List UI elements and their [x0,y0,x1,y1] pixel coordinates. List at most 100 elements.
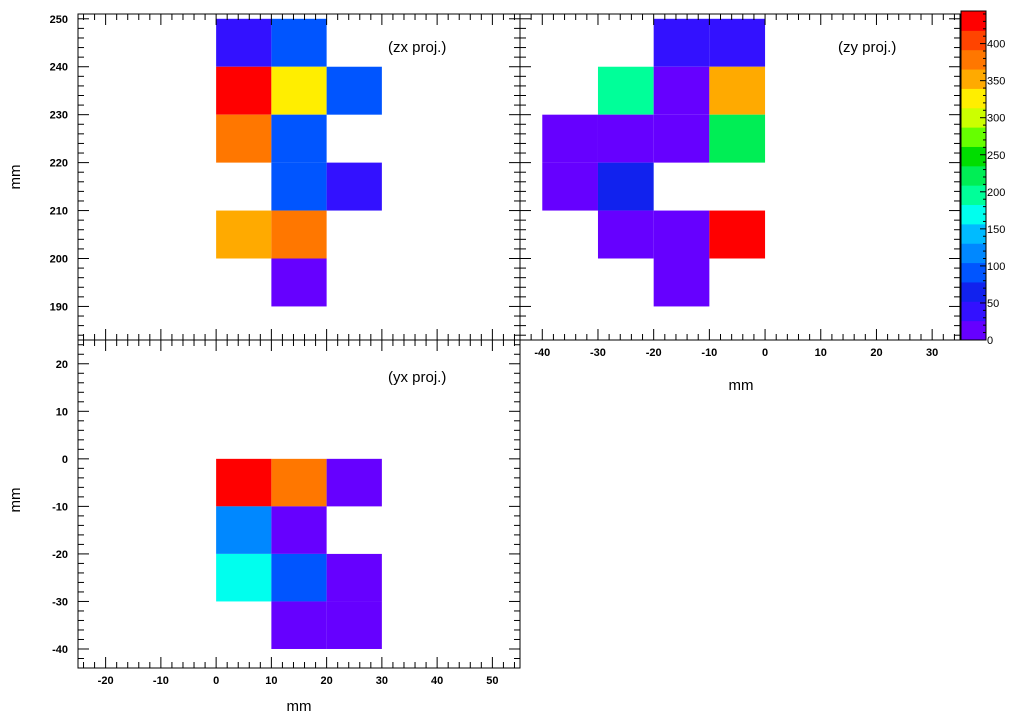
zy-x-axis-title: mm [729,377,754,394]
zy-x-tick-label: -30 [590,347,606,359]
zy-cell [597,162,654,211]
zx-cell [271,18,327,67]
zy-x-tick-label: -40 [534,347,550,359]
zx-y-tick-label: 210 [50,206,68,218]
zy-cell [709,66,766,115]
colorbar-segment [961,30,986,51]
zx-y-tick-label: 230 [50,110,68,122]
zx-y-tick-label: 220 [50,158,68,170]
color-scale-bar: 0 50 100 150 200 250 300 350 400 [960,10,1005,347]
colorbar-segment [961,243,986,264]
yx-y-tick-label: 0 [62,454,68,466]
colorbar-tick-label: 100 [987,261,1005,273]
zx-y-tick-label: 190 [50,301,68,313]
colorbar-segment [961,127,986,147]
zx-cell [271,258,327,307]
zx-cell [216,114,272,163]
zy-cell [597,210,654,259]
yx-cell [216,506,272,554]
yx-x-tick-label: 40 [431,675,443,687]
yx-x-tick-label: 30 [376,675,388,687]
colorbar-tick-label: 250 [987,150,1005,162]
colorbar-segment [961,281,986,302]
yx-x-tick-label: 10 [265,675,277,687]
yx-cell [271,553,327,602]
zy-cell [542,162,598,211]
zx-ticks: 190 200 210 220 230 240 250 [50,14,520,340]
colorbar-segment [961,320,986,341]
zx-cell [271,210,327,259]
yx-cell [271,601,327,649]
colorbar-segment [961,223,986,244]
zx-cell [271,66,327,115]
zy-x-tick-label: 30 [926,347,938,359]
colorbar-tick-label: 400 [987,39,1005,51]
zy-cell [653,18,710,67]
colorbar-segment [961,204,986,225]
yx-cell [216,458,272,507]
colorbar-segment [961,146,986,167]
zx-panel-label: (zx proj.) [388,39,446,56]
yx-x-tick-label: 50 [486,675,498,687]
yx-panel-label: (yx proj.) [388,369,446,386]
zx-cell [326,66,382,115]
colorbar-segment [961,262,986,283]
colorbar-tick-label: 200 [987,187,1005,199]
colorbar-tick-label: 350 [987,76,1005,88]
zy-x-tick-label: -20 [646,347,662,359]
colorbar-tick-label: 150 [987,224,1005,236]
zy-cell [653,66,710,115]
zy-x-tick-label: 10 [815,347,827,359]
zx-y-tick-label: 250 [50,14,68,26]
zy-x-tick-label: 20 [870,347,882,359]
colorbar-segment [961,165,986,186]
zy-projection-panel: -40 -30 -20 -10 0 10 20 30 (zy proj.) mm [519,13,961,394]
yx-x-tick-label: 0 [213,675,219,687]
yx-cell [216,553,272,602]
zx-cell [216,66,272,115]
zx-cell [271,162,327,211]
colorbar-segment [961,185,986,206]
zy-cell [597,66,654,115]
colorbar-segment [961,49,986,70]
zy-cells [542,18,766,307]
yx-cell [271,506,327,554]
yx-x-tick-label: -10 [153,675,169,687]
colorbar-segment [961,11,986,31]
yx-y-tick-label: -20 [52,549,68,561]
zy-cell [709,18,766,67]
yx-ticks: -20 -10 0 10 20 30 40 50 -40 -30 -20 -10 0 10 20 [52,340,520,687]
zy-panel-label: (zy proj.) [838,39,896,56]
colorbar-tick-label: 50 [987,298,999,310]
yx-cells [216,458,382,649]
colorbar-segment [961,301,986,322]
colorbar-tick-label: 300 [987,113,1005,125]
yx-projection-panel: -20 -10 0 10 20 30 40 50 -40 -30 -20 -10 0 10 20 (yx p… [7,339,521,713]
yx-x-tick-label: 20 [321,675,333,687]
zx-projection-panel: 190 200 210 220 230 240 250 (zx proj.) mm [7,13,521,341]
zy-cell [597,114,654,163]
zy-cell [653,210,710,259]
zy-x-tick-label: 0 [762,347,768,359]
zx-y-tick-label: 240 [50,62,68,74]
zx-cell [216,18,272,67]
colorbar-segment [961,88,986,109]
zx-cells [216,18,382,307]
zy-cell [653,114,710,163]
zy-cell [542,114,598,163]
zy-cell [709,210,766,259]
zy-cell [709,114,766,163]
zy-ticks: -40 -30 -20 -10 0 10 20 30 [519,14,960,359]
yx-y-tick-label: -30 [52,596,68,608]
yx-y-tick-label: -40 [52,644,68,656]
yx-x-axis-title: mm [287,698,312,713]
yx-y-tick-label: -10 [52,501,68,513]
zx-cell [216,210,272,259]
colorbar-tick-label: 0 [987,335,993,347]
yx-y-tick-label: 20 [56,359,68,371]
colorbar-segment [961,107,986,128]
zy-cell [653,258,710,307]
zx-y-axis-title: mm [7,165,24,190]
colorbar-segment [961,69,986,89]
